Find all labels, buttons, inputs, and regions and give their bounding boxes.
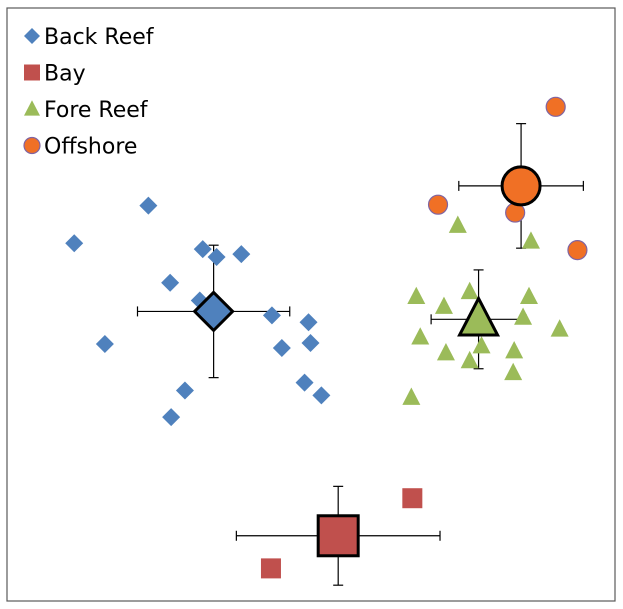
back-reef-centroid [192,290,235,333]
back-reef-point [207,248,226,267]
legend-back-reef-label: Back Reef [44,25,155,50]
legend: Back Reef Bay Fore Reef Offshore [23,25,155,160]
points-layer [65,96,588,579]
fore-reef-centroid [457,295,501,337]
back-reef-point [162,408,181,427]
back-reef-point [301,334,320,353]
centroids-layer [192,165,542,558]
back-reef-point [262,306,281,325]
fore-reef-point [411,327,430,345]
fore-reef-point [521,231,540,249]
back-reef-point [193,240,212,259]
fore-reef-point [436,343,455,361]
legend-offshore-marker [23,136,41,155]
legend-fore-reef-label: Fore Reef [44,98,149,123]
legend-bay-label: Bay [44,62,86,87]
bay-point [402,488,423,509]
back-reef-point [232,245,251,264]
legend-offshore-label: Offshore [44,135,137,160]
fore-reef-point [504,362,523,381]
fore-reef-point [505,341,524,359]
back-reef-point [65,234,84,253]
back-reef-point [95,335,114,354]
legend-bay-marker [24,64,40,81]
bay-centroid [316,514,360,558]
fore-reef-point [519,286,538,305]
offshore-point [545,96,566,117]
bay-point [260,558,281,579]
back-reef-point [299,313,318,332]
fore-reef-point [460,281,479,300]
fore-reef-point [514,307,533,325]
back-reef-point [272,338,291,357]
offshore-point [567,240,588,261]
back-reef-point [312,386,331,405]
fore-reef-point [402,387,421,405]
back-reef-point [295,373,314,392]
fore-reef-point [472,336,491,354]
fore-reef-point [448,215,467,233]
back-reef-point [161,273,180,292]
back-reef-point [139,196,158,215]
fore-reef-point [460,350,479,369]
fore-reef-point [550,319,569,337]
offshore-centroid [500,165,542,207]
plot-border [6,7,616,602]
fore-reef-point [434,296,453,314]
legend-fore-reef-marker [24,100,40,116]
back-reef-point [175,381,194,400]
legend-back-reef-marker [24,28,40,44]
fore-reef-point [407,286,426,305]
offshore-point [427,194,449,215]
